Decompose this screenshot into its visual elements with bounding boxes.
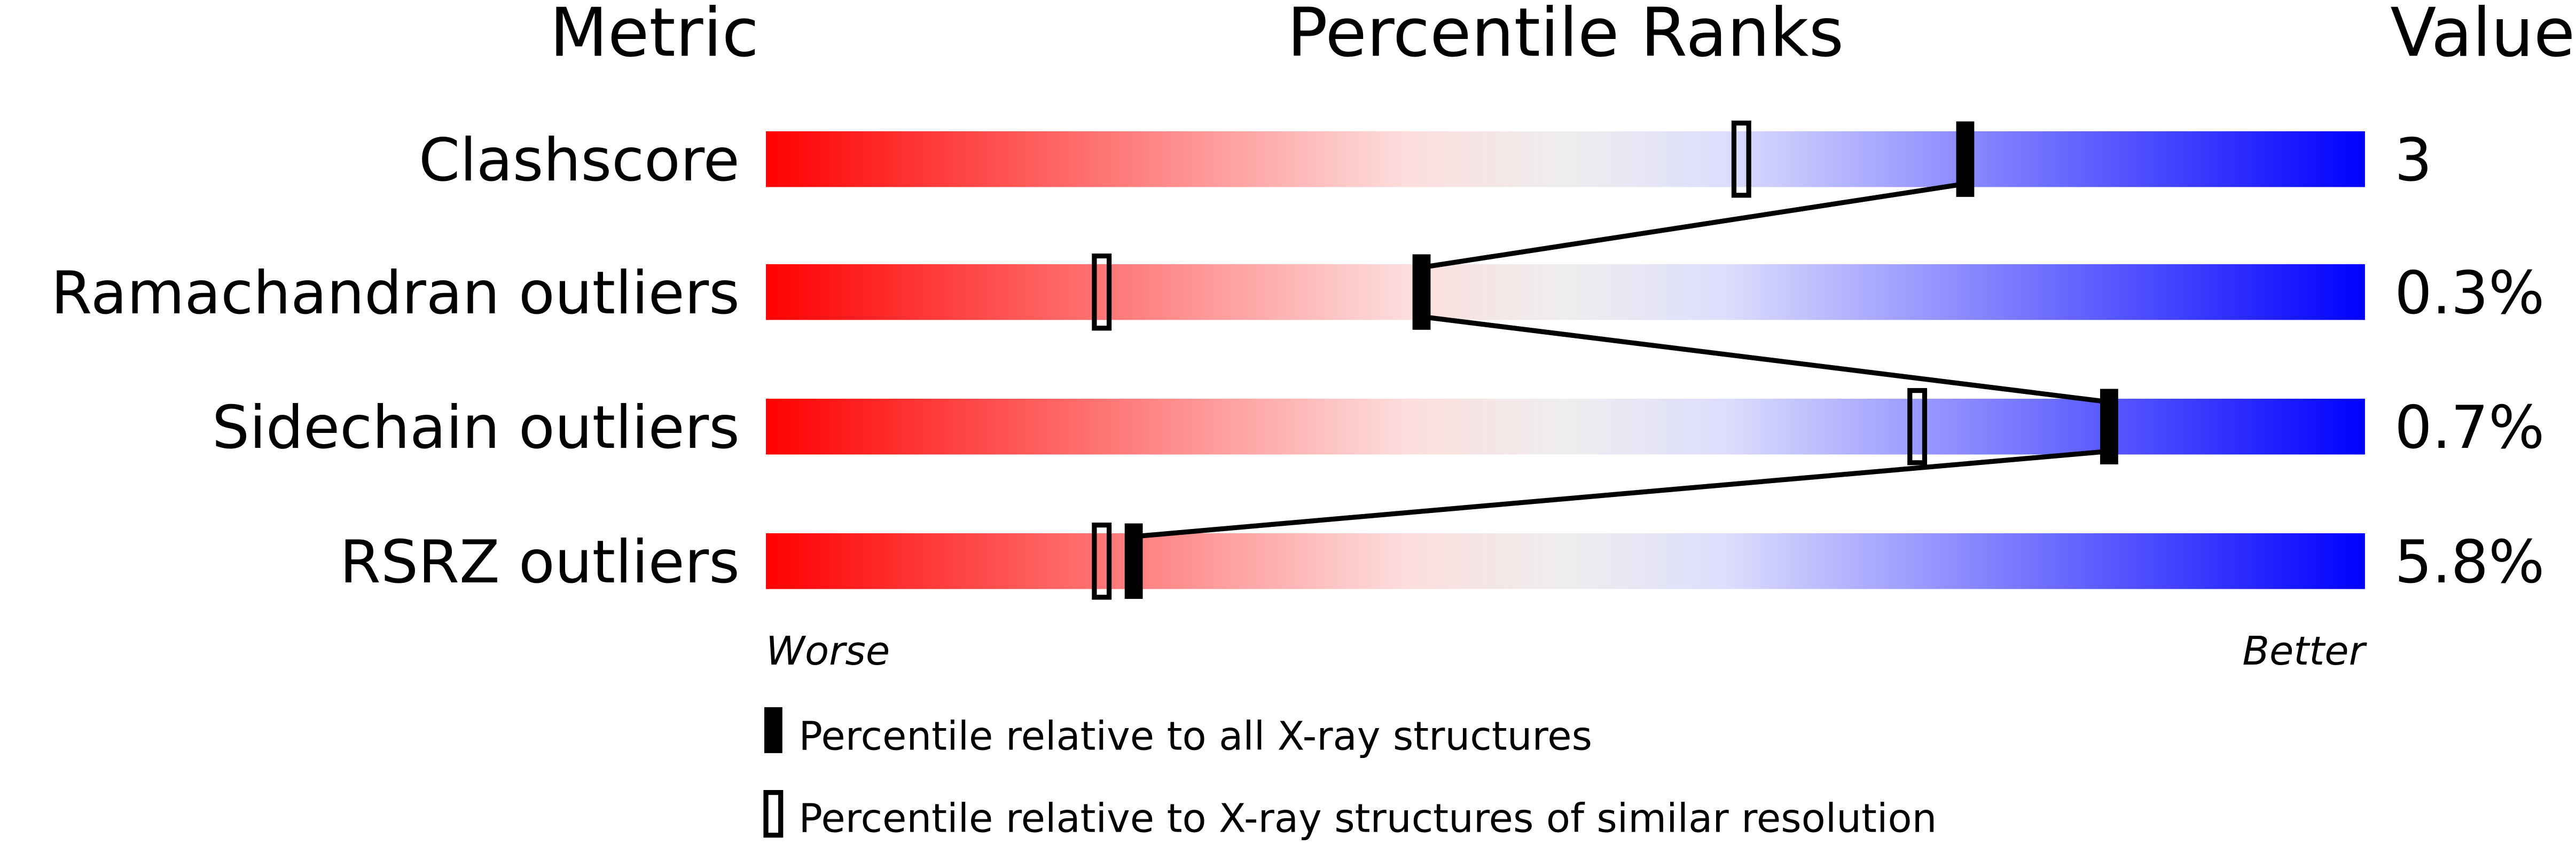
metric-value: 0.7% xyxy=(2394,393,2544,462)
marker-similar-resolution xyxy=(1731,120,1751,198)
metric-value: 5.8% xyxy=(2394,528,2544,597)
marker-similar-resolution xyxy=(1092,253,1112,331)
metric-label: Clashscore xyxy=(419,126,740,195)
marker-all-structures xyxy=(2100,389,2118,464)
connector-line xyxy=(1421,181,1966,270)
connector-line xyxy=(1133,448,2110,539)
marker-all-structures xyxy=(1124,523,1143,599)
metric-label: RSRZ outliers xyxy=(340,528,740,597)
marker-similar-resolution xyxy=(1092,523,1112,600)
marker-all-structures xyxy=(1956,121,1975,197)
metric-label: Ramachandran outliers xyxy=(51,259,739,328)
connector-line xyxy=(1421,314,2110,405)
marker-all-structures xyxy=(1412,254,1431,330)
percentile-bar xyxy=(766,264,2365,320)
metric-value: 3 xyxy=(2394,126,2432,195)
percentile-bar xyxy=(766,131,2365,187)
axis-label-worse: Worse xyxy=(766,629,890,674)
legend-similar-label: Percentile relative to X-ray structures … xyxy=(799,796,1937,841)
percentile-bar xyxy=(766,398,2365,455)
marker-similar-resolution xyxy=(1907,388,1928,465)
metric-value: 0.3% xyxy=(2394,259,2544,328)
header-percentile-ranks: Percentile Ranks xyxy=(1287,0,1844,72)
header-metric: Metric xyxy=(550,0,759,72)
percentile-bar xyxy=(766,533,2365,589)
axis-label-better: Better xyxy=(2242,629,2367,674)
header-value: Value xyxy=(2390,0,2575,72)
legend-outline-marker xyxy=(763,790,784,838)
legend-filled-marker xyxy=(764,707,782,753)
metric-label: Sidechain outliers xyxy=(212,393,740,462)
legend-all-label: Percentile relative to all X-ray structu… xyxy=(799,714,1593,760)
